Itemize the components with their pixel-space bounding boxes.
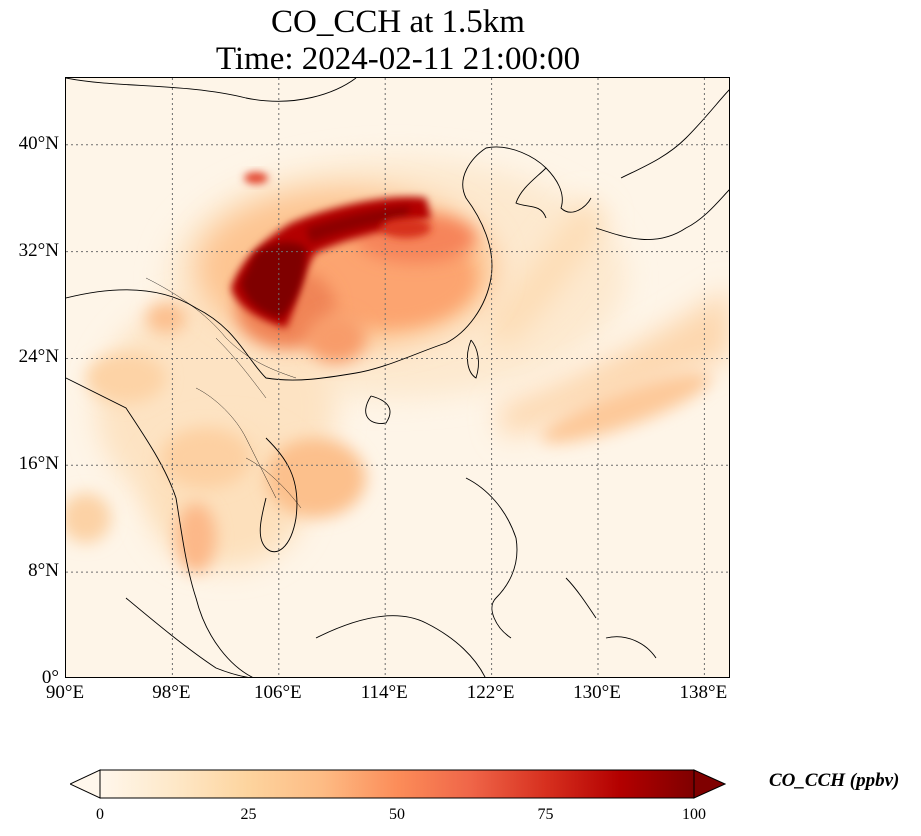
colorbar-extend-high	[693, 769, 727, 799]
colorbar-graphic	[68, 769, 727, 799]
colorbar	[68, 768, 727, 800]
map-subtitle-time: Time: 2024-02-11 21:00:00	[215, 41, 581, 77]
lat-tick-label: 8°N	[28, 560, 59, 582]
lon-tick-label: 90°E	[45, 682, 85, 703]
lon-tick-label: 106°E	[253, 682, 302, 703]
colorbar-extend-low	[68, 769, 101, 799]
lon-tick-label: 114°E	[360, 682, 408, 703]
map-plot-area[interactable]	[65, 77, 730, 678]
colorbar-tick-label: 50	[389, 806, 405, 823]
lon-tick-label: 98°E	[152, 682, 191, 703]
lat-tick-label: 0°	[41, 667, 59, 688]
colorbar-label: CO_CCH (ppbv)	[769, 770, 900, 791]
lon-tick-label: 122°E	[466, 682, 515, 703]
lon-tick-label: 138°E	[679, 682, 728, 703]
gridlines	[66, 78, 729, 677]
colorbar-bar	[99, 769, 695, 799]
lat-tick-label: 24°N	[18, 346, 59, 368]
map-title: CO_CCH at 1.5km	[271, 4, 525, 40]
lat-tick-label: 32°N	[18, 239, 59, 261]
lat-tick-label: 16°N	[18, 453, 59, 475]
colorbar-tick-label: 100	[682, 806, 706, 823]
colorbar-tick-label: 75	[537, 806, 554, 823]
concentration-field	[66, 158, 729, 573]
coastlines	[66, 78, 729, 677]
colorbar-tick-label: 0	[96, 806, 104, 823]
country-borders	[145, 277, 302, 509]
lat-tick-label: 40°N	[18, 132, 59, 154]
colorbar-tick-label: 25	[240, 806, 257, 823]
concentration-map	[66, 78, 729, 677]
lon-tick-label: 130°E	[573, 682, 621, 703]
